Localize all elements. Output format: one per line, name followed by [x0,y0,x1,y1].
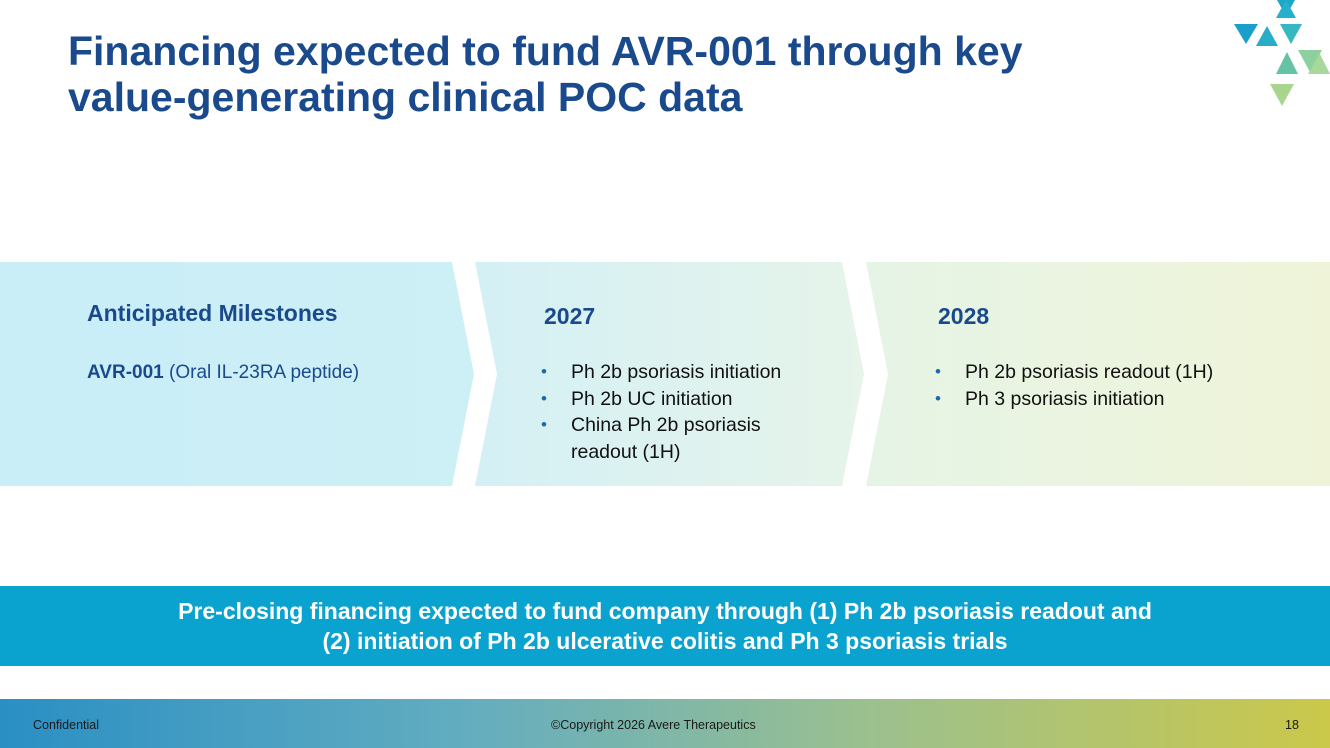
footer-confidential: Confidential [33,718,100,732]
slide-title: Financing expected to fund AVR-001 throu… [68,28,1188,120]
title-line-1: Financing expected to fund AVR-001 throu… [68,28,1023,74]
footer-copyright: ©Copyright 2026 Avere Therapeutics [551,718,756,732]
milestone-timeline: Anticipated Milestones AVR-001 (Oral IL-… [0,262,1330,486]
drug-detail: (Oral IL-23RA peptide) [163,362,360,383]
milestones-heading: Anticipated Milestones [87,300,338,326]
bullet-icon: • [935,388,941,408]
list-item: • China Ph 2b psoriasis readout (1H) [541,414,761,463]
list-item: • Ph 2b psoriasis initiation [539,359,829,386]
bullet-icon: • [935,362,941,381]
company-logo-icon [1234,0,1330,106]
chevron-milestones [0,262,474,486]
bullet-icon: • [541,362,547,381]
page-number: 18 [1285,718,1299,732]
title-line-2: value-generating clinical POC data [68,74,743,120]
drug-description: AVR-001 (Oral IL-23RA peptide) [87,362,359,384]
banner-line-1: Pre-closing financing expected to fund c… [178,598,1152,624]
bullet-icon: • [541,415,547,434]
financing-banner: Pre-closing financing expected to fund c… [0,586,1330,666]
list-item: • Ph 3 psoriasis initiation [933,386,1273,413]
list-2028: • Ph 2b psoriasis readout (1H) • Ph 3 psor… [933,359,1273,412]
slide-footer: Confidential ©Copyright 2026 Avere Thera… [0,699,1330,748]
list-item: • Ph 2b UC initiation [539,386,829,413]
list-2027: • Ph 2b psoriasis initiation • Ph 2b UC in… [539,359,829,465]
bullet-icon: • [541,388,547,408]
banner-line-2: (2) initiation of Ph 2b ulcerative colit… [322,628,1008,654]
year-2027-heading: 2027 [544,303,596,329]
timeline-chevrons [0,262,1330,486]
year-2028-heading: 2028 [938,303,990,329]
list-item: • Ph 2b psoriasis readout (1H) [933,359,1273,386]
chevron-2027 [475,262,864,486]
chevron-2028 [866,262,1330,486]
drug-name: AVR-001 [87,362,164,383]
